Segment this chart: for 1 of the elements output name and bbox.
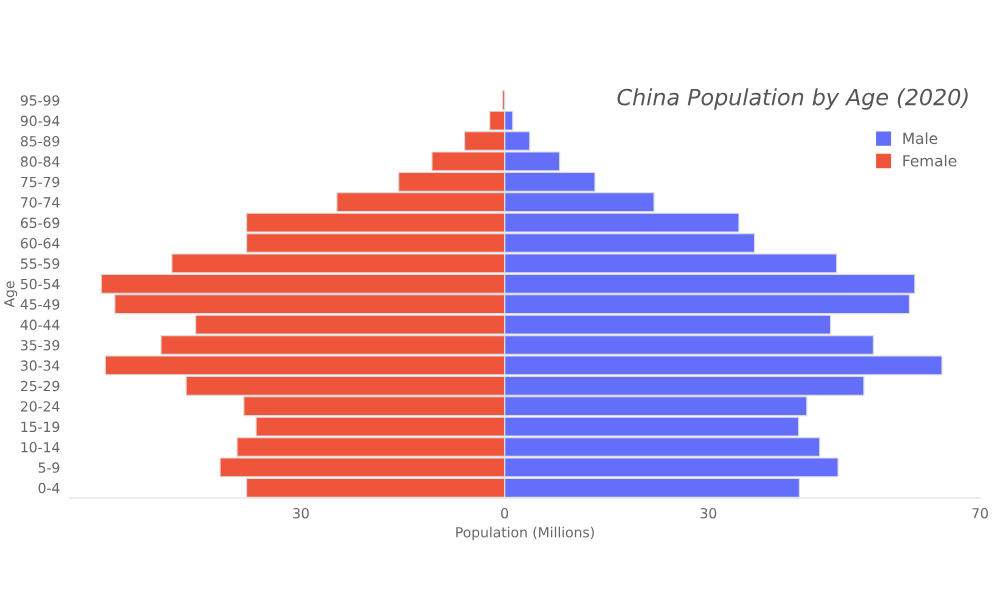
chart-title: China Population by Age (2020) (617, 88, 968, 110)
